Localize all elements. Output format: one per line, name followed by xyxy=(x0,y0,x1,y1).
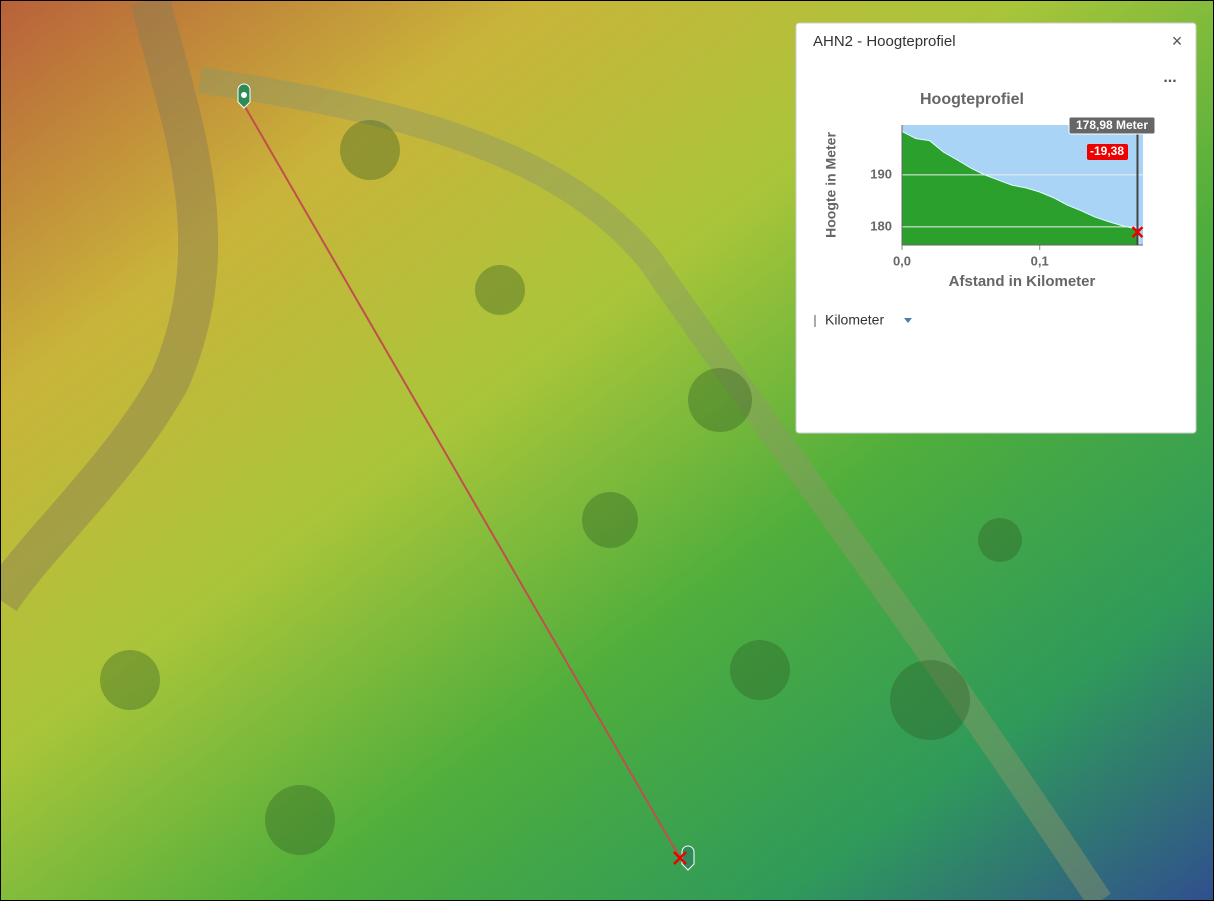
y-tick-label: 180 xyxy=(870,218,892,233)
dropdown-arrow[interactable] xyxy=(904,318,912,323)
trees xyxy=(100,120,1022,855)
x-tick-label: 0,1 xyxy=(1031,253,1049,268)
y-axis-label: Hoogte in Meter xyxy=(823,132,839,238)
hover-label: 178,98 Meter xyxy=(1076,118,1148,132)
profile-line xyxy=(243,104,681,859)
hover-label-bg xyxy=(1068,116,1156,135)
chart-title: Hoogteprofiel xyxy=(920,91,1024,108)
unit-dropdown[interactable]: Kilometer xyxy=(825,312,884,328)
menu-button[interactable]: ... xyxy=(1163,69,1176,86)
end-cross xyxy=(673,851,687,865)
road xyxy=(0,0,219,612)
hover-marker xyxy=(1131,226,1144,239)
panel-title: AHN2 - Hoogteprofiel xyxy=(813,33,956,50)
road xyxy=(198,67,1111,901)
change-label: -19,38 xyxy=(1090,144,1124,158)
x-tick-label: 0,0 xyxy=(893,253,911,268)
x-axis-label: Afstand in Kilometer xyxy=(949,273,1096,290)
change-label-bg xyxy=(1087,144,1128,160)
close-button[interactable]: × xyxy=(1172,31,1183,51)
y-tick-label: 190 xyxy=(870,166,892,181)
start-marker-dot xyxy=(241,92,247,98)
end-marker[interactable] xyxy=(681,845,695,871)
